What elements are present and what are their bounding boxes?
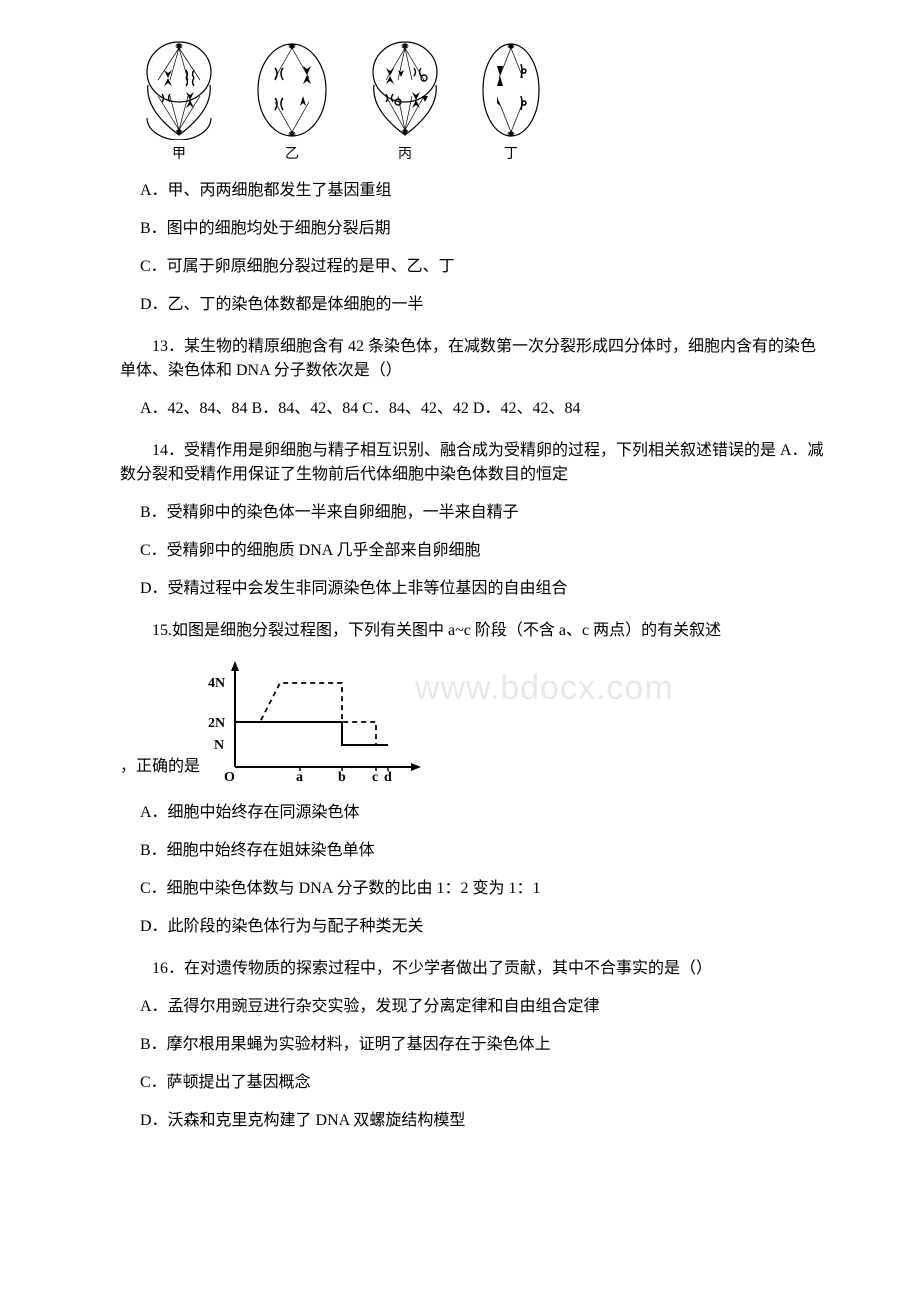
q13-options: A．42、84、84 B．84、42、84 C．84、42、42 D．42、42… [140, 397, 830, 421]
xlabel-c: c [372, 770, 378, 785]
q15-option-b: B．细胞中始终存在姐妹染色单体 [140, 839, 830, 863]
cell-figures-row: 甲 [140, 40, 830, 165]
q15-option-c: C．细胞中染色体数与 DNA 分子数的比由 1：2 变为 1：1 [140, 877, 830, 901]
q16-stem: 16．在对遗传物质的探索过程中，不少学者做出了贡献，其中不合事实的是（） [120, 957, 830, 981]
q15-option-a: A．细胞中始终存在同源染色体 [140, 801, 830, 825]
ylabel-n: N [214, 738, 224, 753]
q14-stem: 14．受精作用是卵细胞与精子相互识别、融合成为受精卵的过程，下列相关叙述错误的是… [120, 439, 830, 487]
ylabel-2n: 2N [208, 716, 225, 731]
cell-figure-ding: 丁 [479, 40, 543, 165]
xlabel-b: b [338, 770, 346, 785]
q15-suffix: ，正确的是 [120, 755, 200, 779]
q16-option-d: D．沃森和克里克构建了 DNA 双螺旋结构模型 [140, 1109, 830, 1133]
q12-option-a: A．甲、丙两细胞都发生了基因重组 [140, 179, 830, 203]
q16-option-c: C．萨顿提出了基因概念 [140, 1071, 830, 1095]
q15-stem: 15.如图是细胞分裂过程图，下列有关图中 a~c 阶段（不含 a、c 两点）的有… [120, 619, 830, 643]
cell-figure-jia: 甲 [140, 40, 218, 165]
figure-label-bing: 丙 [398, 144, 412, 165]
figure-label-yi: 乙 [285, 144, 299, 165]
ylabel-4n: 4N [208, 676, 225, 691]
q13-stem: 13．某生物的精原细胞含有 42 条染色体，在减数第一次分裂形成四分体时，细胞内… [120, 335, 830, 383]
xlabel-a: a [296, 770, 303, 785]
q14-option-c: C．受精卵中的细胞质 DNA 几乎全部来自卵细胞 [140, 539, 830, 563]
axis-origin: O [224, 770, 235, 785]
q16-option-a: A．孟得尔用豌豆进行杂交实验，发现了分离定律和自由组合定律 [140, 995, 830, 1019]
q14-option-b: B．受精卵中的染色体一半来自卵细胞，一半来自精子 [140, 501, 830, 525]
figure-label-ding: 丁 [504, 144, 518, 165]
cell-figure-yi: 乙 [253, 40, 331, 165]
q15-chart: 4N 2N N O a b c d [200, 657, 430, 787]
xlabel-d: d [384, 770, 392, 785]
q12-option-c: C．可属于卵原细胞分裂过程的是甲、乙、丁 [140, 255, 830, 279]
figure-label-jia: 甲 [172, 144, 186, 165]
q12-option-d: D．乙、丁的染色体数都是体细胞的一半 [140, 293, 830, 317]
q12-option-b: B．图中的细胞均处于细胞分裂后期 [140, 217, 830, 241]
cell-figure-bing: 丙 [366, 40, 444, 165]
q16-option-b: B．摩尔根用果蝇为实验材料，证明了基因存在于染色体上 [140, 1033, 830, 1057]
q15-option-d: D．此阶段的染色体行为与配子种类无关 [140, 915, 830, 939]
q14-option-d: D．受精过程中会发生非同源染色体上非等位基因的自由组合 [140, 577, 830, 601]
